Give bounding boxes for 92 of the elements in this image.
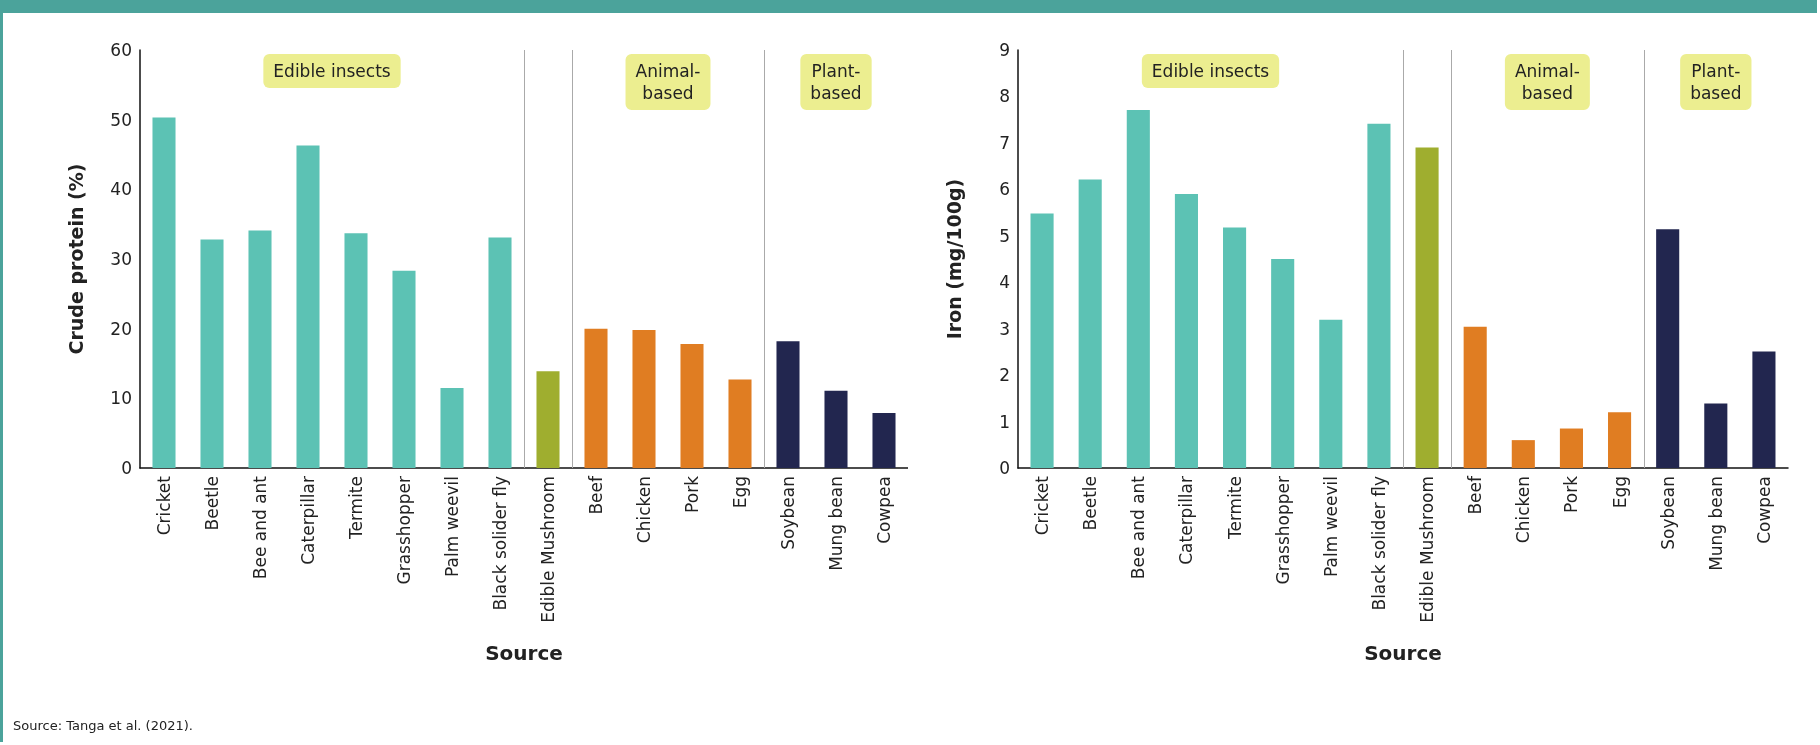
bar — [1030, 213, 1054, 468]
x-tick-label: Chicken — [634, 476, 654, 544]
y-tick-label: 60 — [110, 40, 132, 60]
bar — [680, 343, 704, 468]
x-tick-label: Soybean — [778, 476, 798, 550]
bar — [872, 412, 896, 468]
annotation: Plant- based — [1690, 61, 1742, 103]
y-tick-label: 7 — [999, 132, 1010, 153]
x-tick-label: Mung bean — [1705, 476, 1726, 571]
x-tick-label: Beetle — [1080, 476, 1101, 531]
y-tick-label: 10 — [110, 388, 132, 409]
y-axis-title: Iron (mg/100g) — [942, 178, 965, 340]
bar — [1656, 229, 1680, 468]
x-tick-label: Bee and ant — [1128, 475, 1149, 580]
x-tick-label: Palm weevil — [1320, 476, 1341, 577]
annotation: Animal- based — [635, 61, 701, 103]
x-tick-label: Edible Mushroom — [538, 476, 558, 623]
x-tick-label: Termite — [1224, 476, 1245, 541]
bar — [1752, 351, 1776, 468]
annotation: Animal- based — [1514, 61, 1580, 103]
bar — [1174, 193, 1198, 468]
x-tick-label: Pork — [1561, 475, 1582, 513]
x-tick-label: Caterpillar — [298, 476, 318, 565]
bar — [488, 237, 512, 468]
annotation: Edible insects — [273, 61, 391, 81]
x-tick-label: Edible Mushroom — [1417, 476, 1438, 623]
bar — [1126, 109, 1150, 468]
x-tick-label: Grasshopper — [1272, 475, 1293, 585]
y-tick-label: 6 — [999, 179, 1010, 200]
bar — [200, 239, 224, 468]
annotation: Edible insects — [1151, 61, 1270, 81]
x-tick-label: Egg — [1609, 476, 1630, 509]
x-axis-title: Source — [485, 641, 563, 665]
bar — [1078, 179, 1102, 468]
bar — [248, 230, 272, 468]
x-tick-label: Palm weevil — [442, 476, 462, 577]
y-tick-label: 1 — [999, 411, 1010, 432]
x-tick-label: Beef — [586, 475, 606, 515]
x-tick-label: Cricket — [1032, 475, 1053, 536]
bar — [1559, 428, 1583, 468]
bar — [1223, 227, 1247, 468]
y-tick-label: 3 — [999, 318, 1010, 339]
x-axis-title: Source — [1364, 641, 1442, 665]
x-tick-label: Grasshopper — [394, 475, 414, 585]
x-tick-label: Black solider fly — [1368, 476, 1389, 611]
x-tick-label: Mung bean — [826, 476, 846, 571]
x-tick-label: Soybean — [1657, 476, 1678, 550]
x-tick-label: Cowpea — [874, 476, 894, 544]
bar — [344, 233, 368, 468]
x-tick-label: Caterpillar — [1176, 476, 1197, 565]
x-tick-label: Chicken — [1513, 476, 1534, 544]
bar — [440, 387, 464, 468]
bar — [296, 145, 320, 468]
annotation: Plant- based — [810, 61, 862, 103]
y-tick-label: 30 — [110, 249, 132, 269]
bar — [1608, 412, 1632, 468]
bar — [1367, 123, 1391, 468]
x-tick-label: Beef — [1465, 475, 1486, 515]
x-tick-label: Cowpea — [1753, 476, 1774, 544]
x-tick-label: Egg — [730, 476, 750, 509]
y-tick-label: 2 — [999, 365, 1010, 386]
y-tick-label: 50 — [110, 109, 132, 130]
source-note: Source: Tanga et al. (2021). — [13, 718, 193, 733]
bar — [632, 330, 656, 468]
bar — [392, 270, 416, 468]
x-tick-label: Bee and ant — [250, 475, 270, 580]
bar — [1319, 319, 1343, 468]
bar — [1463, 326, 1487, 468]
x-tick-label: Termite — [346, 476, 366, 541]
y-tick-label: 5 — [999, 225, 1010, 246]
bar — [584, 328, 608, 468]
bar — [728, 379, 752, 468]
x-tick-label: Black solider fly — [490, 476, 510, 611]
bar — [1704, 403, 1728, 468]
bar — [776, 341, 800, 468]
bar — [824, 390, 848, 468]
y-tick-label: 4 — [999, 272, 1010, 293]
y-tick-label: 9 — [999, 40, 1010, 60]
y-tick-label: 0 — [999, 458, 1010, 478]
y-tick-label: 40 — [110, 179, 132, 200]
y-tick-label: 8 — [999, 86, 1010, 107]
x-tick-label: Beetle — [202, 476, 222, 531]
bar — [152, 117, 176, 468]
y-axis-title: Crude protein (%) — [64, 163, 87, 355]
y-tick-label: 20 — [110, 318, 132, 339]
bar — [536, 371, 560, 468]
x-tick-label: Cricket — [154, 475, 174, 536]
bar — [1415, 147, 1439, 468]
x-tick-label: Pork — [682, 475, 702, 513]
bar — [1271, 259, 1295, 468]
y-tick-label: 0 — [121, 458, 132, 478]
bar — [1511, 440, 1535, 468]
